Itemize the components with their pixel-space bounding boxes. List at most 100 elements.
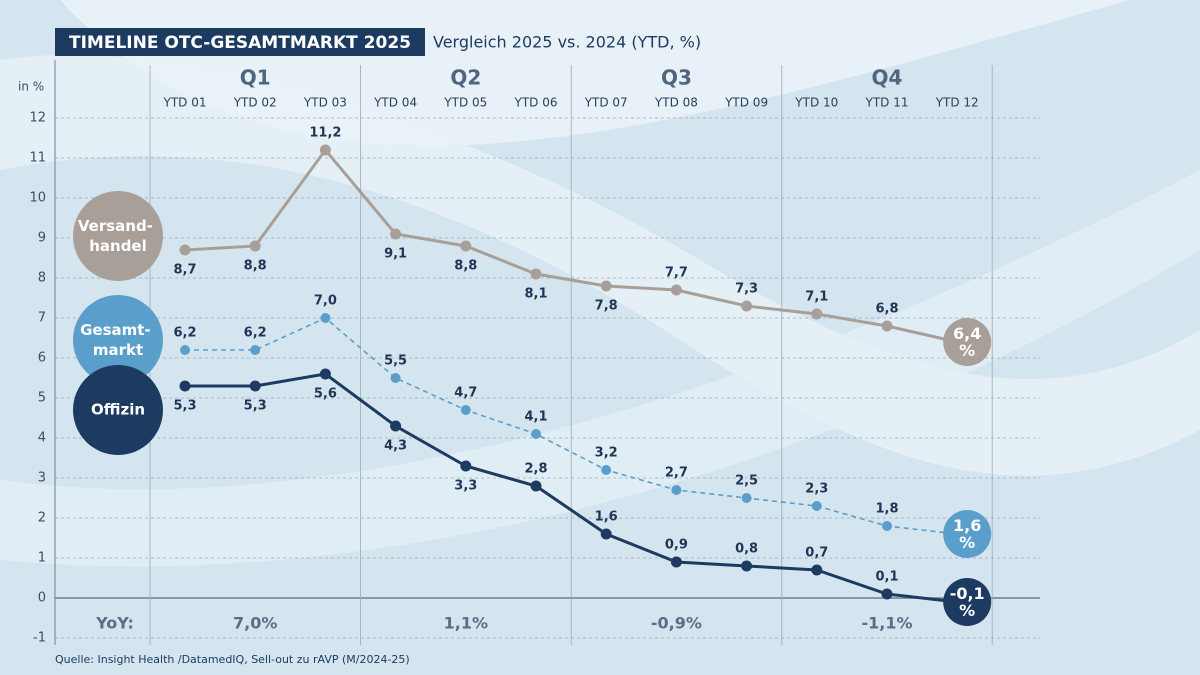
yoy-label: YoY: xyxy=(95,614,134,633)
series-line xyxy=(184,147,958,344)
legend-line: Gesamt- xyxy=(80,321,156,339)
data-label: 6,8 xyxy=(875,302,898,317)
y-axis-label: in % xyxy=(18,80,44,94)
y-tick-label: -1 xyxy=(33,631,46,646)
point xyxy=(811,564,823,576)
data-label: 0,1 xyxy=(875,570,898,585)
data-label-line: % xyxy=(959,533,975,552)
x-tick-label: YTD 07 xyxy=(584,96,628,110)
legend-line: Versand- xyxy=(78,217,158,235)
y-tick-label: 6 xyxy=(38,351,46,366)
y-tick-label: 9 xyxy=(38,231,46,246)
point xyxy=(250,345,261,355)
x-tick-label: YTD 08 xyxy=(654,96,698,110)
point xyxy=(460,405,471,415)
data-label: 0,7 xyxy=(805,546,828,561)
quarter-label: Q3 xyxy=(661,66,692,90)
x-tick-label: YTD 06 xyxy=(514,96,558,110)
x-tick-label: YTD 01 xyxy=(163,96,207,110)
data-label: 7,8 xyxy=(595,299,618,314)
point xyxy=(179,244,191,256)
point xyxy=(531,429,541,439)
x-tick-label: YTD 10 xyxy=(794,96,838,110)
series-bubble xyxy=(73,365,163,455)
point xyxy=(741,300,753,312)
data-label: 4,3 xyxy=(384,439,407,454)
x-tick-label: YTD 05 xyxy=(443,96,487,110)
data-label: 11,2 xyxy=(309,126,341,141)
point xyxy=(390,420,402,432)
data-label-line: % xyxy=(959,601,975,620)
data-label: 6,4% xyxy=(953,324,981,360)
data-label: 2,8 xyxy=(524,462,547,477)
data-label-line: 1,6 xyxy=(953,516,981,535)
data-label: 9,1 xyxy=(384,247,407,262)
y-tick-label: 4 xyxy=(38,431,46,446)
point xyxy=(390,373,401,383)
point xyxy=(811,308,823,320)
point xyxy=(741,493,752,503)
legend-line: markt xyxy=(93,341,143,359)
data-label: 4,7 xyxy=(454,386,477,401)
point xyxy=(741,560,753,572)
y-tick-label: 2 xyxy=(38,511,46,526)
legend-line: handel xyxy=(89,237,147,255)
y-tick-label: 7 xyxy=(38,311,46,326)
point xyxy=(882,521,892,531)
point xyxy=(530,268,542,280)
data-label-line: % xyxy=(959,341,975,360)
point xyxy=(460,240,472,252)
x-tick-label: YTD 02 xyxy=(233,96,277,110)
quarter-label: Q4 xyxy=(872,66,903,90)
data-label: 2,7 xyxy=(665,466,688,481)
x-tick-label: YTD 12 xyxy=(935,96,979,110)
legend-entry: Versand- handel xyxy=(78,217,158,255)
point xyxy=(390,228,402,240)
data-label: 7,0 xyxy=(314,294,337,309)
data-label: 5,3 xyxy=(244,399,267,414)
data-label: 8,8 xyxy=(454,259,477,274)
data-label: 5,6 xyxy=(314,387,337,402)
swoosh xyxy=(0,170,1200,567)
point xyxy=(670,556,682,568)
point xyxy=(320,313,331,323)
data-label: 3,2 xyxy=(595,446,618,461)
point xyxy=(600,528,612,540)
x-tick-label: YTD 11 xyxy=(865,96,909,110)
data-label: 6,2 xyxy=(173,326,196,341)
data-label-line: -0,1 xyxy=(950,584,985,603)
yoy-value: 1,1% xyxy=(444,614,488,633)
data-label: 6,2 xyxy=(244,326,267,341)
data-label: 0,9 xyxy=(665,538,688,553)
x-tick-label: YTD 09 xyxy=(724,96,768,110)
point xyxy=(671,485,682,495)
quarter-label: Q1 xyxy=(240,66,271,90)
x-tick-label: YTD 03 xyxy=(303,96,347,110)
yoy-value: 7,0% xyxy=(233,614,277,633)
point xyxy=(530,480,542,492)
data-label: 8,7 xyxy=(173,263,196,278)
y-tick-label: 11 xyxy=(29,151,46,166)
source: Quelle: Insight Health /DatamedIQ, Sell-… xyxy=(55,653,410,666)
data-label: 1,6% xyxy=(953,516,981,552)
data-label: -0,1% xyxy=(950,584,985,620)
end-bubble xyxy=(943,578,992,626)
y-tick-label: 8 xyxy=(38,271,46,286)
data-label: 8,1 xyxy=(524,287,547,302)
yoy-value: -1,1% xyxy=(861,614,912,633)
data-label: 1,8 xyxy=(875,502,898,517)
point xyxy=(460,460,472,472)
data-label: 1,6 xyxy=(595,510,618,525)
legend-entry: Gesamt- markt xyxy=(80,321,156,359)
point xyxy=(319,144,331,156)
data-label: 7,3 xyxy=(735,282,758,297)
point xyxy=(249,240,261,252)
data-label-line: 6,4 xyxy=(953,324,981,343)
data-label: 4,1 xyxy=(524,410,547,425)
point xyxy=(811,501,822,511)
data-label: 0,8 xyxy=(735,542,758,557)
yoy-value: -0,9% xyxy=(651,614,702,633)
y-tick-label: 10 xyxy=(29,191,46,206)
data-label: 7,7 xyxy=(665,266,688,281)
